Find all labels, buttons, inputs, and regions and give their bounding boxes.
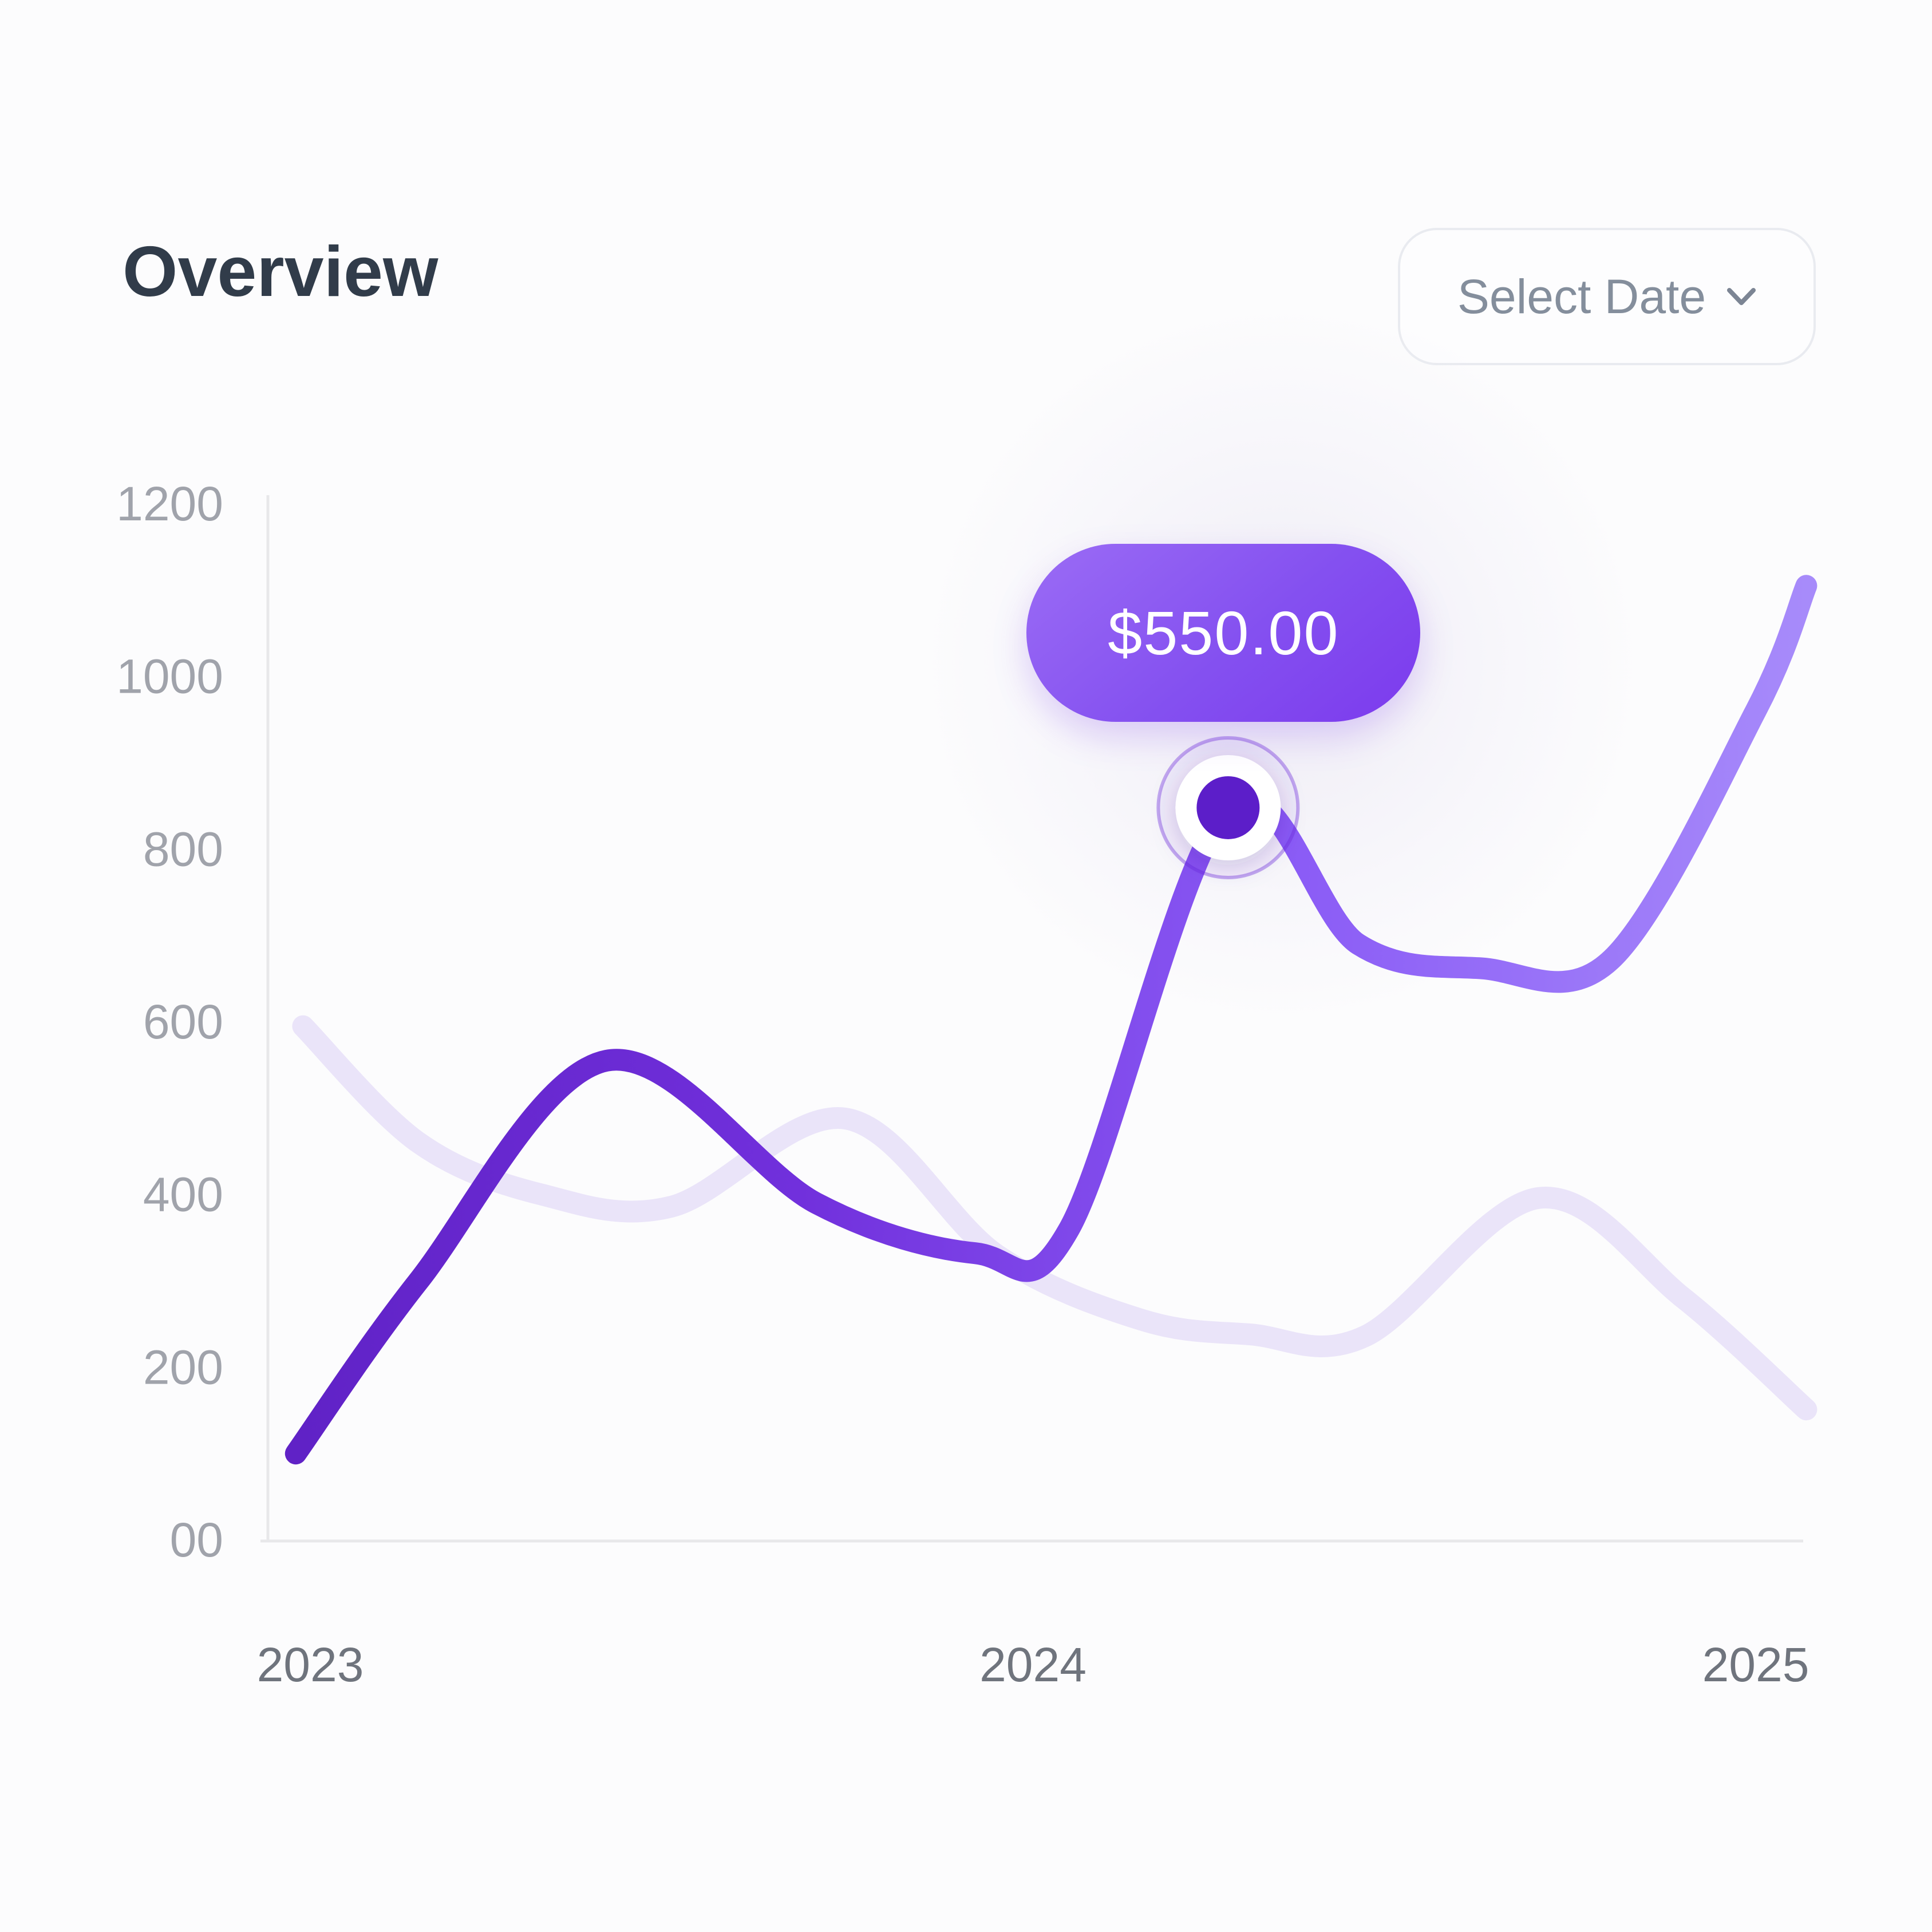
y-tick-label: 1000 (116, 650, 223, 704)
page-title: Overview (123, 232, 438, 311)
x-tick-label: 2025 (1702, 1638, 1809, 1692)
series-previous-period (292, 1015, 1818, 1421)
tooltip-value: $550.00 (1108, 598, 1340, 667)
tooltip: $550.00 (1026, 543, 1421, 722)
x-tick-label: 2023 (257, 1638, 364, 1692)
y-tick-label: 00 (170, 1513, 223, 1567)
data-point-marker[interactable] (1196, 776, 1260, 839)
y-tick-label: 600 (143, 995, 223, 1049)
y-tick-label: 200 (143, 1340, 223, 1394)
y-tick-label: 1200 (116, 477, 223, 531)
x-tick-label: 2024 (979, 1638, 1086, 1692)
y-tick-label: 800 (143, 822, 223, 876)
chevron-down-icon (1727, 288, 1756, 305)
y-tick-label: 400 (143, 1168, 223, 1222)
series-current-period (285, 575, 1818, 1465)
